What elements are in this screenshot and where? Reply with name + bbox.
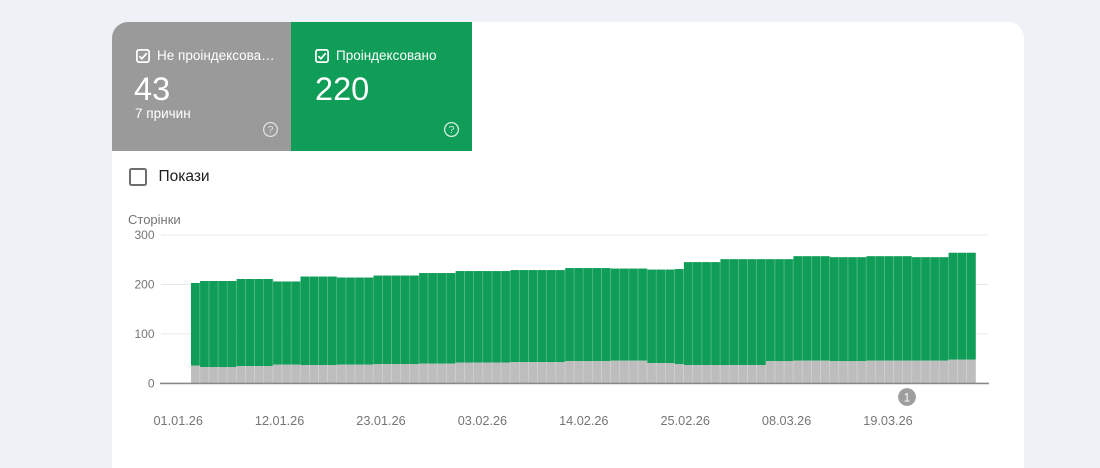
svg-text:0: 0 [148, 377, 155, 391]
svg-text:200: 200 [134, 278, 154, 292]
svg-text:?: ? [449, 124, 455, 136]
svg-text:03.02.26: 03.02.26 [458, 414, 507, 428]
svg-text:14.02.26: 14.02.26 [559, 414, 608, 428]
svg-text:23.01.26: 23.01.26 [356, 414, 405, 428]
svg-text:08.03.26: 08.03.26 [762, 414, 811, 428]
svg-text:01.01.26: 01.01.26 [154, 414, 203, 428]
svg-text:25.02.26: 25.02.26 [661, 414, 710, 428]
svg-text:100: 100 [134, 327, 154, 341]
svg-text:?: ? [268, 124, 274, 136]
svg-text:300: 300 [134, 228, 154, 242]
svg-text:1: 1 [904, 393, 910, 405]
svg-text:12.01.26: 12.01.26 [255, 414, 304, 428]
svg-text:19.03.26: 19.03.26 [863, 414, 912, 428]
